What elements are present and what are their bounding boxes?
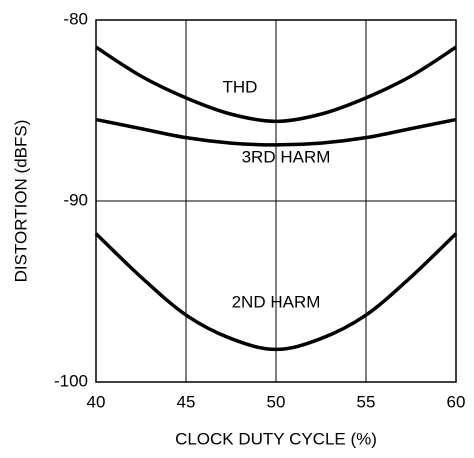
x-tick-label: 45 [177, 392, 196, 411]
y-axis-label: DISTORTION (dBFS) [11, 120, 30, 283]
series-line [95, 45, 457, 124]
x-tick-label: 40 [87, 392, 106, 411]
y-tick-label: -90 [63, 190, 88, 209]
plot-frame [95, 19, 457, 383]
y-tick-label: -80 [63, 9, 88, 28]
x-tick-label: 60 [447, 392, 466, 411]
series-label: 3RD HARM [242, 147, 331, 166]
x-axis-label: CLOCK DUTY CYCLE (%) [175, 429, 377, 448]
x-tick-label: 50 [267, 392, 286, 411]
series-label: THD [223, 77, 258, 96]
series-label: 2ND HARM [232, 292, 321, 311]
series-line [94, 232, 458, 352]
x-tick-label: 55 [357, 392, 376, 411]
y-tick-label: -100 [54, 371, 88, 390]
series-line [95, 117, 457, 147]
